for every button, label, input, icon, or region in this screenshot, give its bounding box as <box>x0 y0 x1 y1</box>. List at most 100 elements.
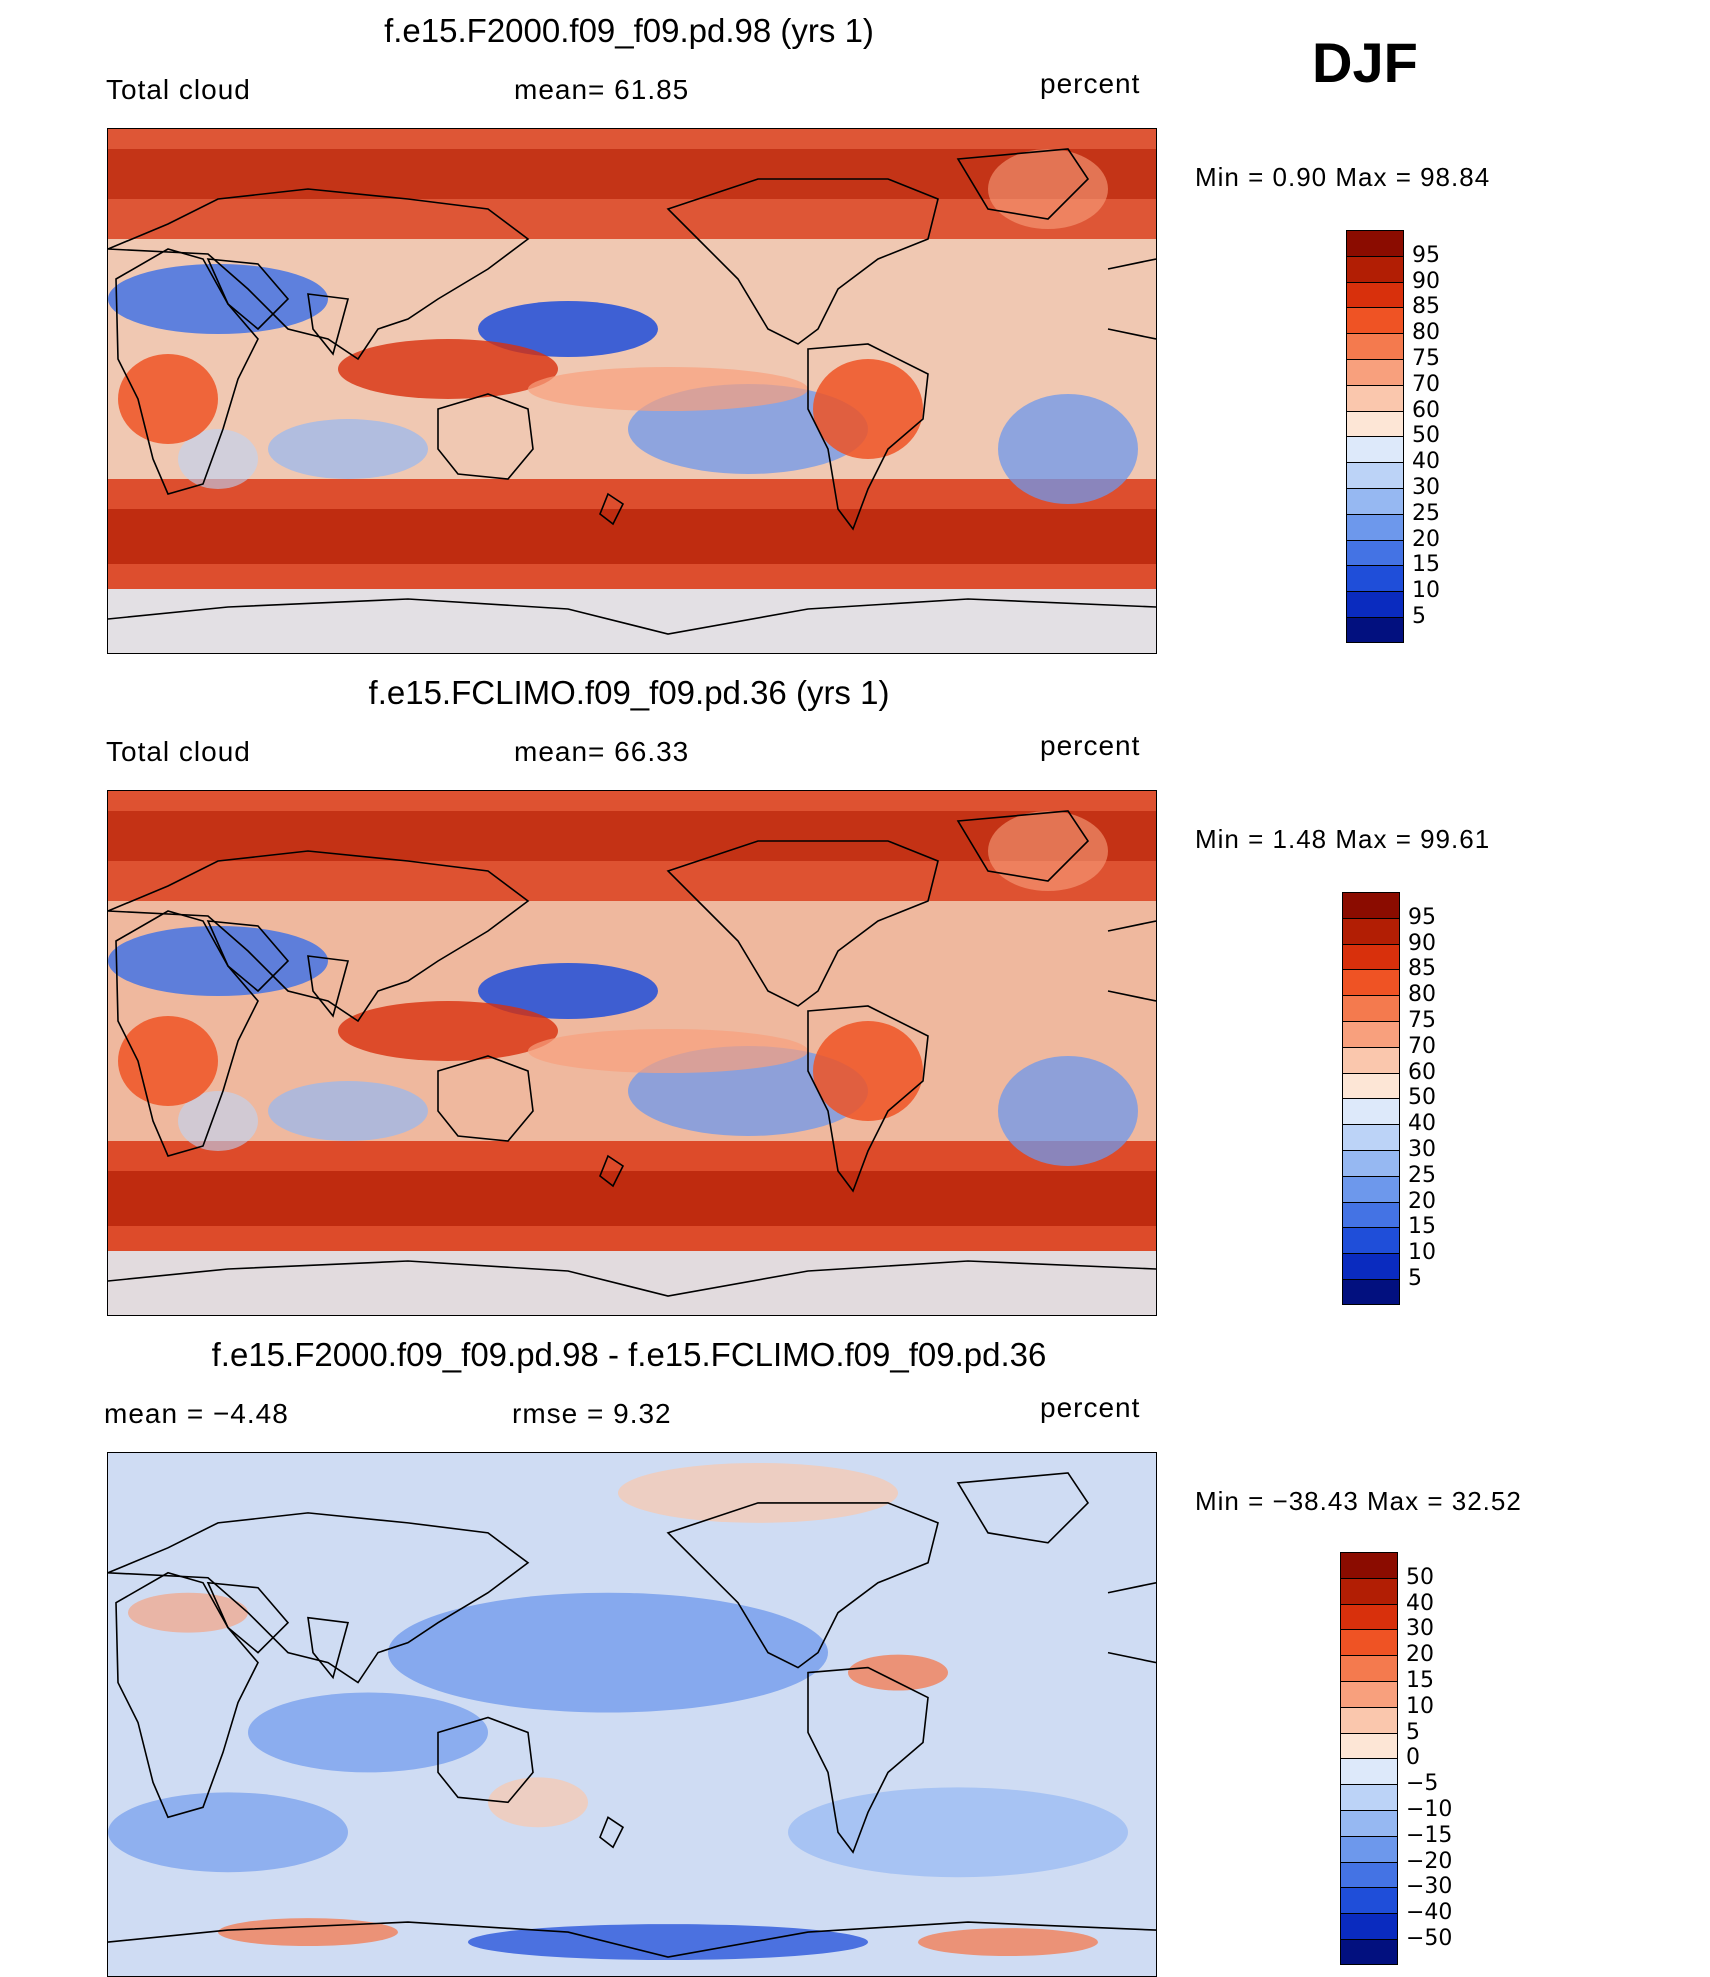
colorbar-tick-label: −5 <box>1406 1771 1439 1797</box>
antarctic-band <box>108 589 1156 653</box>
colorbar-tick-label: 75 <box>1412 346 1440 371</box>
colorbar-tick-label: 0 <box>1406 1745 1420 1771</box>
colorbar-tick-label: −15 <box>1406 1822 1453 1848</box>
colorbar-tick-label: 70 <box>1412 371 1440 397</box>
colorbar-swatch <box>1340 1732 1398 1759</box>
colorbar-swatch <box>1340 1887 1398 1914</box>
panel-2-minmax: Min = 1.48 Max = 99.61 <box>1195 824 1491 854</box>
colorbar-swatch <box>1342 1021 1400 1047</box>
colorbar-tick-label: 25 <box>1412 500 1440 526</box>
colorbar-tick-label: −10 <box>1406 1797 1453 1822</box>
north-africa-positive-patch <box>128 1592 248 1633</box>
colorbar-tick-label: 80 <box>1412 320 1440 346</box>
eurasia-coastline <box>108 850 530 1023</box>
sahara-arabia-clear-region <box>108 264 328 334</box>
maritime-continent-cloud-region <box>338 339 558 399</box>
arabia-coastline <box>206 1581 290 1654</box>
colorbar-swatch <box>1342 1098 1400 1125</box>
colorbar-swatch <box>1342 1279 1400 1305</box>
north-america-coastline <box>666 178 939 345</box>
colorbar-swatch <box>1342 1253 1400 1279</box>
colorbar-swatch <box>1346 591 1404 617</box>
north-pacific-clear-region <box>478 301 658 357</box>
panel-2-map <box>107 790 1157 1316</box>
panel-1-mean-label: mean= 61.85 <box>514 74 690 105</box>
sahara-arabia-clear-region <box>108 926 328 996</box>
panel-2-title: f.e15.FCLIMO.f09_f09.pd.36 (yrs 1) <box>368 674 890 711</box>
colorbar-swatch <box>1346 281 1404 308</box>
amazon-cloud-region <box>813 359 923 459</box>
colorbar-tick-label: −40 <box>1406 1900 1453 1926</box>
colorbar-tick-label: 70 <box>1408 1033 1436 1059</box>
india-coastline <box>307 955 350 1018</box>
colorbar-tick-label: 15 <box>1412 552 1440 578</box>
colorbar-swatch <box>1342 943 1400 970</box>
south-america-coastline <box>807 343 929 531</box>
panel-1-units-label: percent <box>1040 68 1141 99</box>
antarctic-positive-patch <box>218 1918 398 1947</box>
antarctic-positive-patch-east <box>918 1928 1098 1957</box>
itcz-cloud-region <box>528 1029 808 1073</box>
maritime-continent-cloud-region <box>338 1001 558 1061</box>
south-indian-clear-region <box>268 419 428 479</box>
antarctic-negative-strip <box>468 1924 868 1961</box>
colorbar-swatch <box>1346 462 1404 488</box>
panel-1-minmax: Min = 0.90 Max = 98.84 <box>1195 162 1491 192</box>
australia-coastline <box>437 393 534 480</box>
panel-3-mean-label: mean = −4.48 <box>104 1398 289 1429</box>
antarctica-coastline <box>108 1260 1156 1297</box>
south-africa-clear-region <box>178 429 258 489</box>
colorbar-swatch <box>1346 307 1404 334</box>
colorbar-tick-label: 25 <box>1408 1162 1436 1188</box>
colorbar-swatch <box>1340 1603 1398 1630</box>
greenland-cloud-region <box>988 149 1108 229</box>
colorbar-tick-label: 20 <box>1406 1642 1434 1668</box>
colorbar-tick-label: 30 <box>1412 475 1440 500</box>
central-africa-cloud-region <box>118 1016 218 1106</box>
north-pacific-clear-region <box>478 963 658 1019</box>
colorbar-swatch <box>1342 1175 1400 1202</box>
panel-3-units-label: percent <box>1040 1392 1141 1423</box>
colorbar-swatch <box>1340 1861 1398 1888</box>
colorbar-swatch <box>1340 1629 1398 1656</box>
colorbar-swatch <box>1340 1577 1398 1604</box>
colorbar-tick-label: 50 <box>1412 423 1440 449</box>
greenland-coastline <box>956 148 1090 220</box>
panel-1-map-plot <box>108 129 1156 653</box>
colorbar-swatch <box>1340 1913 1398 1939</box>
colorbar-swatch <box>1346 488 1404 514</box>
colorbar-swatch <box>1340 1655 1398 1681</box>
india-coastline <box>307 1616 350 1680</box>
panel-1-map <box>107 128 1157 654</box>
newzealand-coastline <box>599 492 625 526</box>
colorbar-swatch <box>1346 333 1404 359</box>
south-indian-negative-region <box>108 1792 348 1873</box>
colorbar-tick-label: 20 <box>1412 526 1440 552</box>
colorbar-tick-label: 10 <box>1406 1693 1434 1719</box>
colorbar-swatch <box>1342 969 1400 996</box>
colorbar-swatch <box>1342 1046 1400 1073</box>
colorbar-swatch <box>1340 1835 1398 1862</box>
indian-ocean-negative-region <box>248 1692 488 1773</box>
colorbar-tick-label: 60 <box>1412 397 1440 423</box>
eurasia-coastline <box>108 1512 530 1684</box>
south-pacific-positive-patch <box>488 1777 588 1828</box>
north-pacific-positive-patch <box>618 1462 898 1523</box>
colorbar-swatch <box>1346 539 1404 566</box>
panel-3-title: f.e15.F2000.f09_f09.pd.98 - f.e15.FCLIMO… <box>211 1336 1047 1373</box>
colorbar-tick-label: −50 <box>1406 1926 1453 1951</box>
colorbar-swatch <box>1346 410 1404 437</box>
colorbar-frame <box>1340 1552 1398 1965</box>
africa-coastline <box>115 1571 259 1819</box>
colorbar-swatch <box>1346 359 1404 385</box>
colorbar-swatch <box>1342 1072 1400 1099</box>
south-indian-clear-region <box>268 1081 428 1141</box>
panel-1-title: f.e15.F2000.f09_f09.pd.98 (yrs 1) <box>384 12 874 49</box>
colorbar-tick-label: 85 <box>1408 956 1436 982</box>
amazon-cloud-region <box>813 1021 923 1121</box>
colorbar-swatch <box>1346 255 1404 282</box>
colorbar-swatch <box>1346 617 1404 643</box>
colorbar-tick-label: 50 <box>1408 1085 1436 1111</box>
colorbar-swatch <box>1340 1810 1398 1836</box>
india-coastline <box>307 293 350 356</box>
